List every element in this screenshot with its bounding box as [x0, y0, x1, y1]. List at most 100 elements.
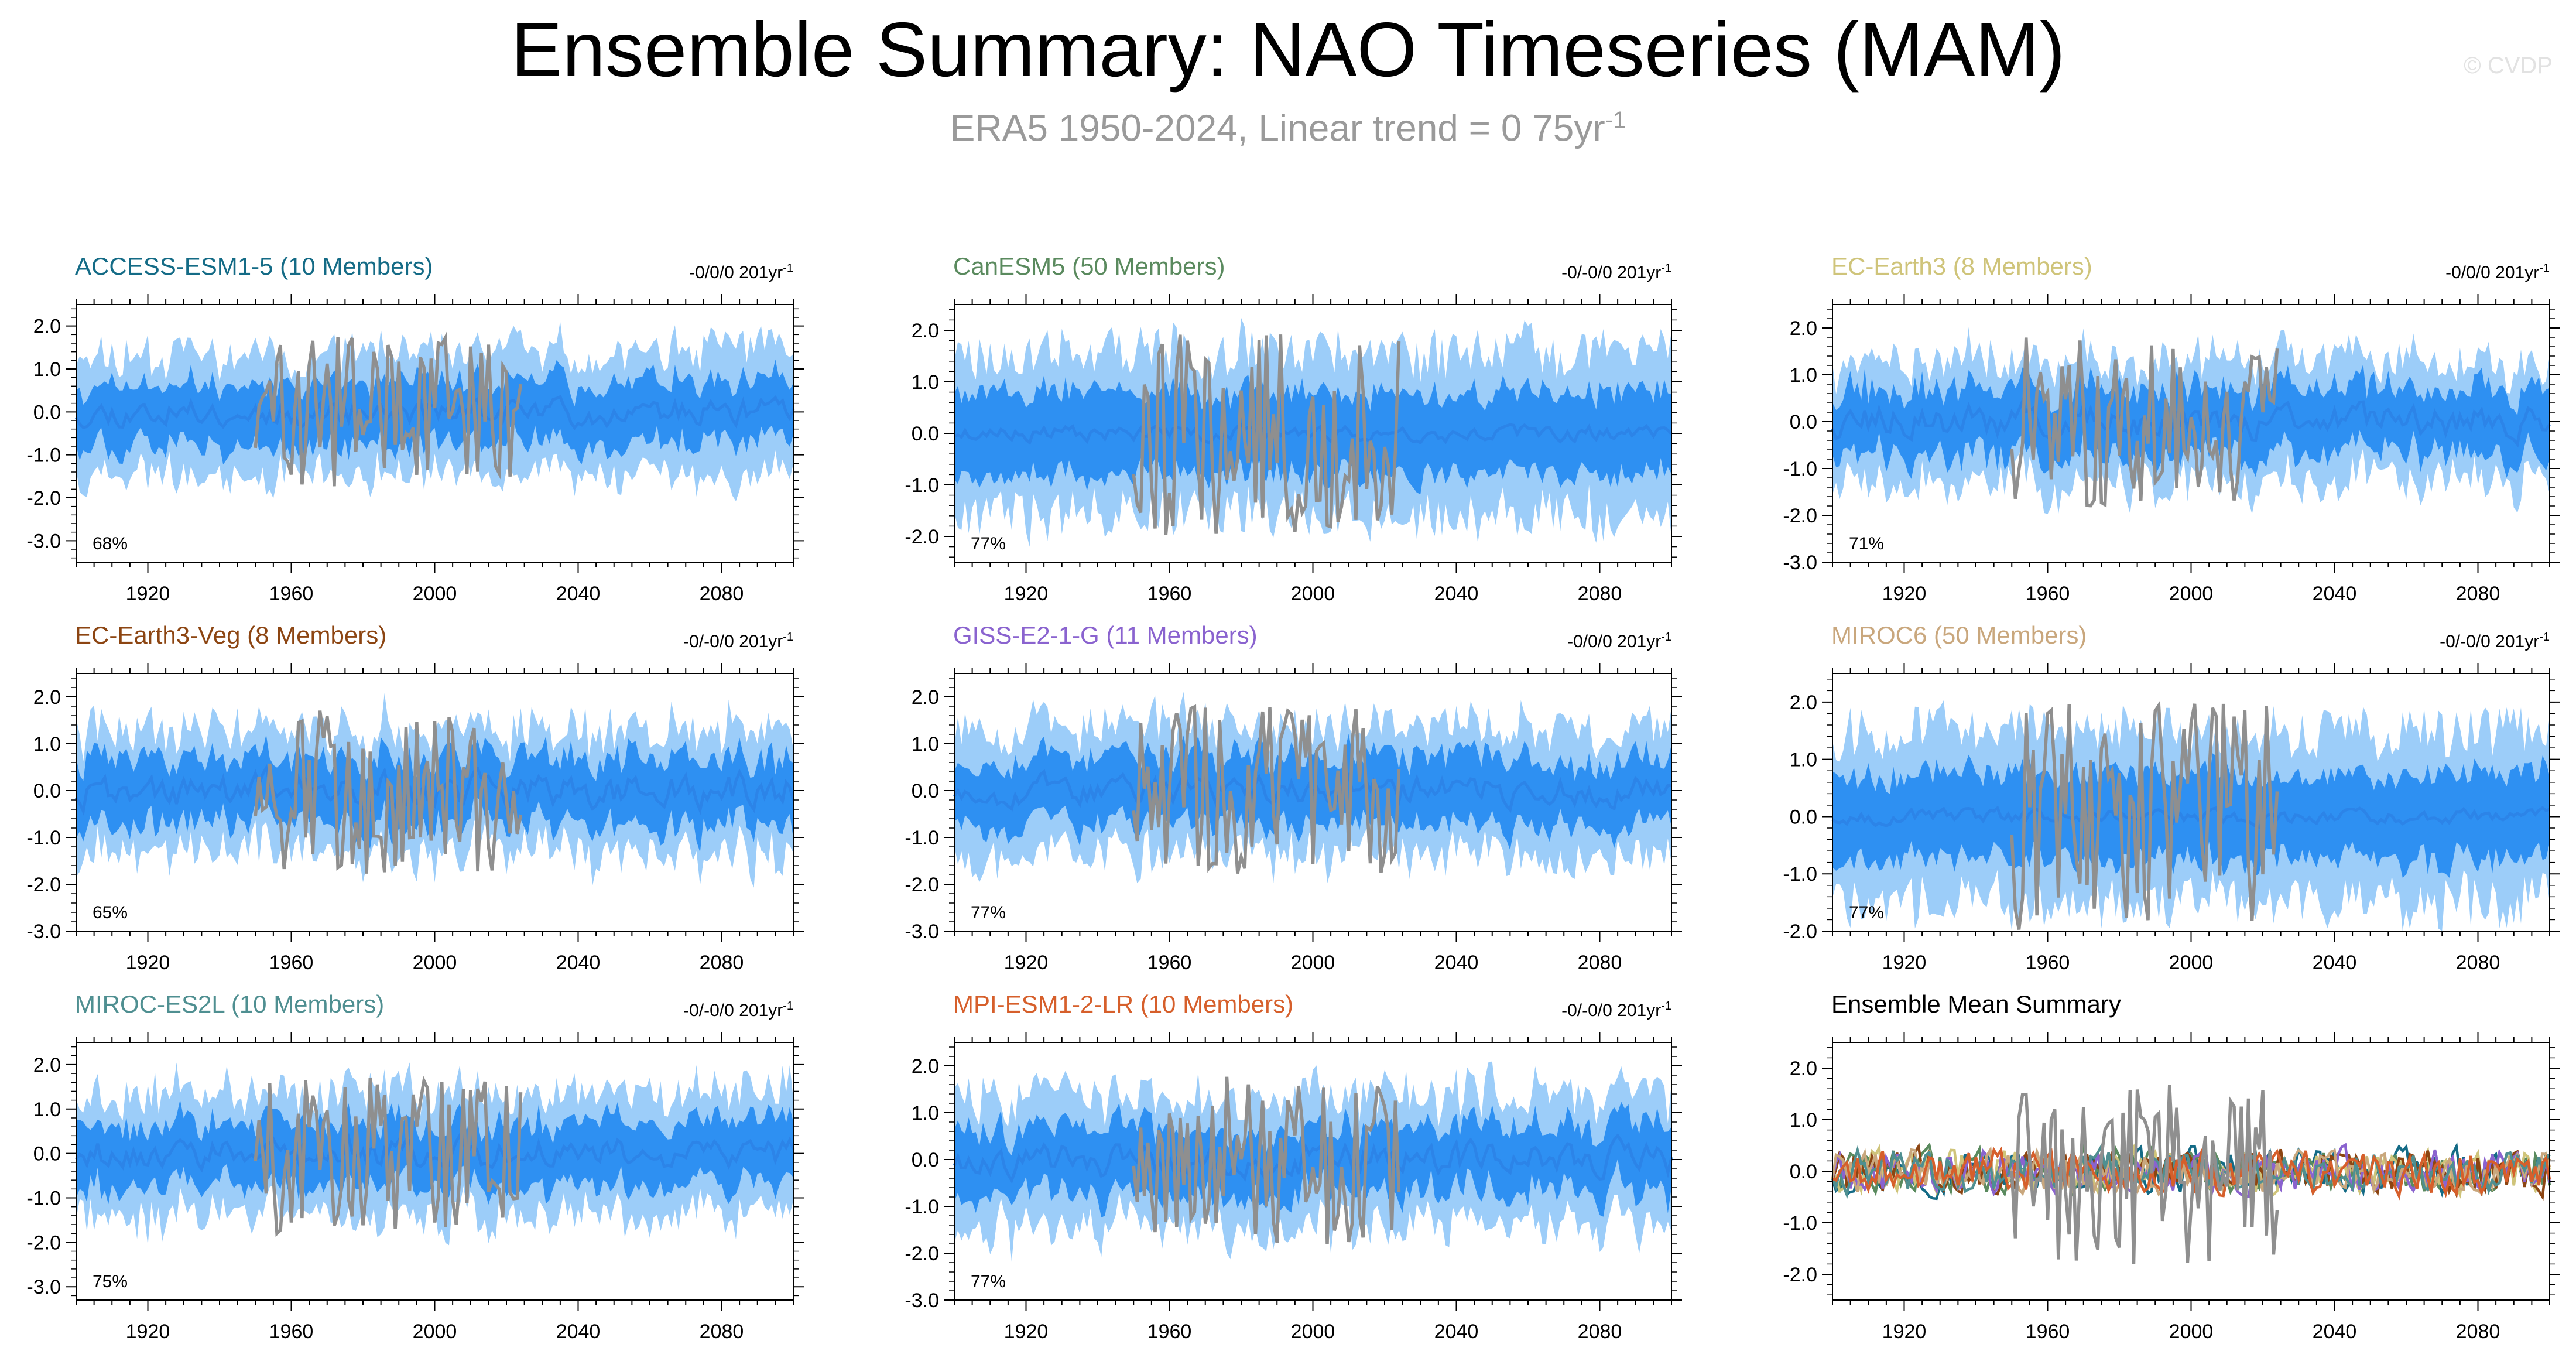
ec-earth3-veg-chart: 1920 1960 2000 2040 2080 -3.0 -2.0 -1.0 0.0 1.0 2.…	[26, 663, 804, 974]
ec-earth3-trend-text: -0/0/0 201yr	[2445, 263, 2540, 282]
subtitle-superscript: -1	[1605, 107, 1626, 133]
x-tick-label: 1920	[1004, 583, 1049, 605]
x-tick-label: 2040	[2313, 1321, 2357, 1343]
percent-label: 77%	[1849, 903, 1884, 922]
mpi-esm1-2-lr-trend-text: -0/-0/0 201yr	[1561, 1001, 1662, 1020]
observed-era5-line	[254, 710, 523, 874]
x-tick-label: 1960	[2026, 1321, 2070, 1343]
y-tick-label: -2.0	[905, 874, 939, 896]
y-tick-label: 0.0	[1790, 806, 1817, 828]
miroc-es2l-title: MIROC-ES2L (10 Members)	[75, 990, 385, 1018]
y-tick-label: -1.0	[905, 1196, 939, 1218]
ec-earth3-veg-title: EC-Earth3-Veg (8 Members)	[75, 621, 387, 649]
y-tick-label: -3.0	[1783, 552, 1817, 574]
percent-label: 77%	[971, 534, 1006, 553]
ec-earth3-veg-trend-label: -0/-0/0 201yr-1	[683, 625, 793, 654]
observed-era5-line	[1132, 1076, 1401, 1244]
canesm5-trend-superscript: -1	[1661, 262, 1671, 275]
x-tick-label: 1960	[1147, 583, 1192, 605]
percent-label: 75%	[93, 1272, 128, 1291]
y-tick-label: 1.0	[912, 371, 939, 394]
ensemble-mean-summary-title: Ensemble Mean Summary	[1831, 990, 2121, 1018]
y-tick-label: 0.0	[912, 423, 939, 445]
y-tick-label: -1.0	[26, 1188, 61, 1210]
y-tick-label: -1.0	[26, 827, 61, 849]
ensemble-mean-line	[74, 764, 795, 816]
ec-earth3-veg-trend-superscript: -1	[783, 631, 793, 644]
y-tick-label: -3.0	[905, 1290, 939, 1312]
x-tick-label: 2080	[2456, 952, 2500, 974]
spread-inner-band	[76, 734, 793, 853]
miroc-es2l-trend-superscript: -1	[783, 1000, 793, 1013]
giss-e2-1-g-trend-text: -0/0/0 201yr	[1567, 632, 1662, 651]
x-tick-label: 1920	[1004, 1321, 1049, 1343]
x-tick-label: 1960	[2026, 952, 2070, 974]
y-tick-label: -2.0	[26, 874, 61, 896]
y-tick-label: -2.0	[26, 1232, 61, 1254]
x-tick-label: 1920	[126, 952, 170, 974]
summary-series-line	[1831, 1142, 2551, 1199]
ensemble-mean-line	[1831, 396, 2551, 448]
x-tick-label: 2080	[1578, 583, 1622, 605]
canesm5-trend-label: -0/-0/0 201yr-1	[1561, 256, 1671, 285]
y-tick-label: -1.0	[1783, 863, 1817, 885]
observed-era5-line	[2010, 337, 2279, 508]
x-tick-label: 2040	[556, 952, 601, 974]
y-tick-label: -2.0	[1783, 921, 1817, 943]
miroc6-trend-superscript: -1	[2539, 631, 2550, 644]
y-tick-label: 1.0	[33, 733, 61, 755]
miroc6-title: MIROC6 (50 Members)	[1831, 621, 2087, 649]
observed-era5-line	[1132, 704, 1401, 874]
x-tick-label: 2040	[2313, 952, 2357, 974]
ensemble-mean-line	[953, 1133, 1673, 1185]
y-tick-label: 2.0	[33, 686, 61, 709]
canesm5-chart: 1920 1960 2000 2040 2080 -2.0 -1.0 0.0 1.0 2.0 77%	[905, 294, 1682, 605]
y-tick-label: 2.0	[912, 686, 939, 709]
y-tick-label: 0.0	[912, 780, 939, 802]
x-tick-label: 1960	[2026, 583, 2070, 605]
ec-earth3-trend-label: -0/0/0 201yr-1	[2445, 256, 2550, 285]
canesm5-title: CanESM5 (50 Members)	[953, 252, 1225, 280]
y-tick-label: 1.0	[1790, 364, 1817, 387]
y-tick-label: -3.0	[26, 530, 61, 552]
x-tick-label: 2040	[556, 1321, 601, 1343]
y-tick-label: -1.0	[1783, 1212, 1817, 1234]
x-tick-label: 1960	[1147, 1321, 1192, 1343]
y-tick-label: 1.0	[1790, 749, 1817, 771]
percent-label: 77%	[971, 1272, 1006, 1291]
x-tick-label: 2040	[1434, 1321, 1479, 1343]
y-tick-label: 2.0	[1790, 317, 1817, 340]
x-tick-label: 2080	[1578, 952, 1622, 974]
x-tick-label: 2040	[556, 583, 601, 605]
access-esm1-5-title: ACCESS-ESM1-5 (10 Members)	[75, 252, 433, 280]
y-tick-label: 1.0	[912, 1102, 939, 1124]
ec-earth3-title: EC-Earth3 (8 Members)	[1831, 252, 2092, 280]
y-tick-label: -1.0	[1783, 458, 1817, 480]
y-tick-label: 0.0	[33, 1143, 61, 1165]
y-tick-label: 0.0	[912, 1149, 939, 1171]
x-tick-label: 2000	[413, 1321, 457, 1343]
spread-inner-band	[76, 1099, 793, 1205]
x-tick-label: 1960	[269, 952, 314, 974]
page-subtitle: ERA5 1950-2024, Linear trend = 0 75yr-1	[0, 94, 2576, 154]
percent-label: 77%	[971, 903, 1006, 922]
y-tick-label: 1.0	[1790, 1109, 1817, 1131]
miroc-es2l-chart: 1920 1960 2000 2040 2080 -3.0 -2.0 -1.0 0.0 1.0 2.…	[26, 1032, 804, 1343]
x-tick-label: 2000	[413, 952, 457, 974]
summary-series-line	[1832, 1146, 2551, 1201]
x-tick-label: 2080	[2456, 583, 2500, 605]
x-tick-label: 1960	[1147, 952, 1192, 974]
page-title: Ensemble Summary: NAO Timeseries (MAM)	[511, 6, 2065, 93]
y-tick-label: 0.0	[33, 401, 61, 423]
percent-label: 68%	[93, 534, 128, 553]
x-tick-label: 1920	[1882, 1321, 1927, 1343]
ec-earth3-chart: 1920 1960 2000 2040 2080 -3.0 -2.0 -1.0 0.0 1.0 2.…	[1783, 294, 2560, 605]
y-tick-label: -2.0	[905, 1243, 939, 1265]
y-tick-label: -1.0	[905, 827, 939, 849]
observed-era5-line	[2010, 1085, 2279, 1264]
miroc6-trend-label: -0/-0/0 201yr-1	[2440, 625, 2550, 654]
access-esm1-5-chart: 1920 1960 2000 2040 2080 -3.0 -2.0 -1.0 0.0 1.0 2.…	[26, 294, 804, 605]
x-tick-label: 2080	[2456, 1321, 2500, 1343]
y-tick-label: -3.0	[26, 921, 61, 943]
mpi-esm1-2-lr-chart: 1920 1960 2000 2040 2080 -3.0 -2.0 -1.0 0.0 1.0 2.…	[905, 1032, 1682, 1343]
